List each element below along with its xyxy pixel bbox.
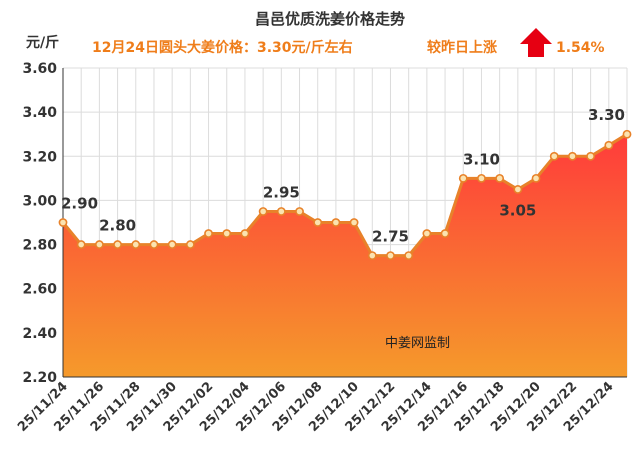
data-label: 3.30: [588, 106, 625, 124]
data-point: [586, 151, 596, 161]
up-arrow-icon: [520, 28, 552, 57]
data-point: [477, 173, 486, 183]
data-point: [331, 218, 341, 227]
data-point: [222, 229, 232, 238]
data-point: [404, 251, 414, 261]
data-label: 2.95: [263, 183, 300, 201]
data-point: [513, 184, 523, 194]
data-point: [568, 151, 577, 161]
data-label: 2.80: [99, 217, 136, 235]
y-tick-label: 3.00: [22, 193, 57, 209]
data-point: [240, 229, 250, 238]
watermark: 中姜网监制: [385, 336, 450, 351]
data-point: [131, 240, 141, 249]
data-point: [622, 129, 632, 139]
data-point: [549, 151, 559, 161]
data-point: [458, 173, 468, 183]
y-tick-label: 3.60: [22, 61, 57, 77]
data-point: [604, 140, 614, 150]
price-area: [63, 134, 627, 377]
data-labels: 2.902.80 2.95 2.75 3.10 3.05 3.30: [61, 106, 625, 245]
data-point: [440, 229, 450, 238]
unit-label: 元/斤: [26, 34, 59, 51]
data-label: 3.05: [499, 201, 536, 219]
data-point: [149, 240, 159, 249]
data-point: [258, 207, 268, 216]
data-point: [76, 240, 86, 249]
y-tick-label: 2.60: [22, 282, 57, 298]
data-point: [58, 218, 68, 227]
data-point: [313, 218, 323, 227]
change-label: 较昨日上涨: [427, 39, 497, 56]
data-point: [167, 240, 177, 249]
x-tick-labels: 25/11/2425/11/2625/11/2825/11/3025/12/02…: [15, 379, 617, 435]
data-label: 3.10: [463, 150, 500, 168]
data-point: [94, 240, 104, 249]
y-tick-labels: 2.20 2.40 2.60 2.80 3.00 3.20 3.40 3.60: [22, 61, 57, 386]
chart-title: 昌邑优质洗姜价格走势: [255, 10, 405, 28]
data-point: [531, 173, 541, 183]
data-point: [113, 240, 122, 249]
point-markers: [58, 129, 632, 261]
change-value: 1.54%: [556, 40, 605, 56]
data-label: 2.75: [372, 228, 409, 246]
data-point: [495, 173, 505, 183]
y-tick-label: 3.40: [22, 105, 57, 121]
y-tick-label: 2.40: [22, 326, 57, 342]
data-point: [386, 251, 395, 261]
data-point: [295, 207, 304, 216]
data-point: [367, 251, 377, 261]
y-tick-label: 2.20: [22, 370, 57, 386]
data-point: [204, 229, 213, 238]
data-point: [349, 218, 359, 227]
data-point: [276, 207, 286, 216]
y-tick-label: 2.80: [22, 238, 57, 254]
data-point: [422, 229, 432, 238]
data-label: 2.90: [61, 195, 98, 213]
y-tick-label: 3.20: [22, 149, 57, 165]
price-note: 12月24日圆头大姜价格：3.30元/斤左右: [92, 39, 353, 56]
data-point: [185, 240, 195, 249]
